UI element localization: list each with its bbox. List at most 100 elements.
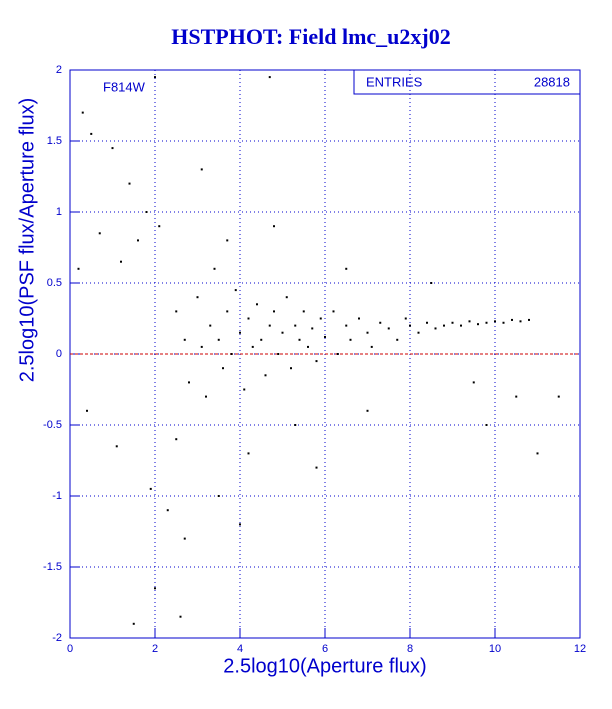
point — [230, 353, 233, 355]
point — [315, 466, 318, 469]
point — [200, 168, 203, 171]
point — [98, 232, 101, 235]
point — [158, 225, 161, 228]
point — [336, 353, 339, 355]
y-tick-label: 0 — [56, 348, 62, 360]
point — [502, 321, 505, 324]
point — [137, 239, 139, 242]
point — [332, 310, 335, 313]
point — [247, 317, 250, 320]
point — [404, 317, 407, 320]
point — [256, 303, 258, 306]
point — [307, 345, 309, 348]
x-tick-label: 4 — [237, 643, 243, 655]
point — [226, 239, 229, 242]
point — [494, 320, 496, 323]
point — [387, 327, 390, 330]
point — [409, 324, 411, 327]
point — [519, 320, 522, 323]
point — [396, 338, 399, 341]
point — [175, 438, 178, 441]
point — [166, 509, 169, 512]
point — [273, 225, 275, 228]
point — [426, 321, 428, 324]
point — [536, 452, 539, 455]
annotation: F814W — [103, 79, 146, 94]
point — [183, 537, 186, 540]
point — [268, 76, 271, 79]
point — [175, 310, 178, 313]
point — [115, 445, 118, 448]
point — [528, 318, 530, 321]
x-tick-label: 0 — [67, 643, 73, 655]
point — [366, 331, 369, 334]
point — [132, 622, 135, 625]
point — [77, 267, 80, 270]
point — [200, 345, 203, 348]
point — [290, 367, 292, 370]
point — [472, 381, 475, 384]
point — [315, 360, 318, 363]
point — [188, 381, 190, 384]
point — [302, 310, 305, 313]
x-tick-label: 6 — [322, 643, 328, 655]
point — [273, 310, 275, 313]
point — [281, 331, 284, 334]
x-tick-label: 12 — [574, 643, 586, 655]
y-tick-label: 1.5 — [47, 135, 62, 147]
point — [277, 353, 280, 355]
point — [451, 321, 454, 324]
point — [234, 289, 237, 292]
point — [217, 338, 220, 341]
point — [417, 331, 420, 334]
point — [268, 324, 271, 327]
point — [460, 324, 462, 327]
point — [298, 338, 301, 341]
point — [111, 147, 114, 150]
point — [213, 267, 216, 270]
point — [120, 260, 122, 263]
point — [209, 324, 212, 327]
point — [434, 327, 437, 330]
point — [379, 321, 382, 324]
point — [217, 495, 220, 497]
point — [349, 338, 352, 341]
point — [251, 345, 254, 348]
point — [358, 317, 360, 320]
point — [468, 320, 471, 323]
point — [511, 318, 513, 321]
point — [515, 395, 518, 398]
x-axis-label: 2.5log10(Aperture flux) — [223, 655, 426, 677]
point — [239, 523, 241, 526]
point — [196, 296, 199, 299]
point — [222, 367, 224, 370]
point — [86, 409, 88, 412]
point — [128, 182, 131, 185]
point — [324, 335, 326, 338]
y-tick-label: 0.5 — [47, 277, 62, 289]
point — [226, 310, 229, 313]
point — [366, 409, 369, 412]
point — [294, 424, 297, 426]
y-tick-label: -0.5 — [43, 419, 62, 431]
point — [243, 388, 246, 391]
point — [319, 317, 322, 320]
point — [345, 267, 348, 270]
point — [149, 487, 152, 490]
y-tick-label: 2 — [56, 64, 62, 76]
point — [264, 374, 267, 377]
point — [205, 395, 207, 398]
x-tick-label: 8 — [407, 643, 413, 655]
y-tick-label: -2 — [52, 632, 62, 644]
point — [154, 587, 156, 590]
point — [90, 132, 93, 135]
point — [443, 324, 445, 327]
x-tick-label: 2 — [152, 643, 158, 655]
y-tick-label: -1 — [52, 490, 62, 502]
point — [485, 424, 488, 426]
point — [294, 324, 297, 327]
point — [81, 111, 84, 114]
point — [370, 345, 373, 348]
y-tick-label: -1.5 — [43, 561, 62, 573]
